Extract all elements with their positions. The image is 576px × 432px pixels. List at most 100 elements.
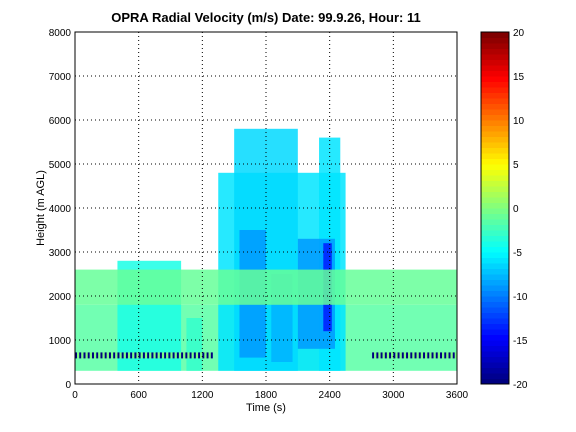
x-tick-label: 3000 — [382, 390, 405, 401]
colorbar-swatch — [481, 378, 509, 385]
speckle-mark — [384, 352, 387, 359]
speckle-mark — [444, 352, 447, 359]
colorbar-tick-label: 15 — [513, 72, 525, 83]
x-tick-label: 2400 — [319, 390, 342, 401]
speckle-mark — [420, 352, 423, 359]
speckle-mark — [191, 352, 194, 359]
speckle-mark — [119, 352, 122, 359]
colorbar-tick-label: 20 — [513, 28, 525, 39]
speckle-mark — [427, 352, 430, 359]
colorbar-swatch — [481, 98, 509, 104]
speckle-mark — [111, 352, 114, 359]
speckle-mark — [113, 352, 116, 359]
y-tick-label: 5000 — [49, 160, 72, 171]
colorbar-tick-label: -10 — [513, 292, 528, 303]
speckle-mark — [195, 352, 198, 359]
colorbar-swatch — [481, 142, 509, 148]
speckle-mark — [202, 352, 205, 359]
y-tick-label: 1000 — [49, 336, 72, 347]
colorbar-swatch — [481, 356, 509, 363]
colorbar-swatch — [481, 114, 509, 121]
speckle-mark — [374, 352, 377, 359]
grid-layer — [75, 32, 457, 384]
speckle-mark — [454, 352, 457, 359]
speckle-mark — [168, 352, 171, 359]
colorbar-swatch — [481, 76, 509, 82]
speckle-mark — [75, 352, 77, 359]
speckle-mark — [433, 352, 436, 359]
colorbar-swatch — [481, 290, 509, 297]
speckle-mark — [431, 352, 434, 359]
speckle-mark — [145, 352, 148, 359]
speckle-mark — [174, 352, 177, 359]
speckle-mark — [206, 352, 209, 359]
colorbar-swatch — [481, 367, 509, 374]
speckle-mark — [187, 352, 190, 359]
colorbar-swatch — [481, 109, 509, 115]
speckle-mark — [155, 352, 158, 359]
colorbar-swatch — [481, 318, 509, 324]
speckle-mark — [397, 352, 400, 359]
speckle-mark — [125, 352, 128, 359]
colorbar-axis: 20 15 10 5 0 -5 -10 -15 -20 — [513, 28, 528, 391]
speckle-mark — [450, 352, 453, 359]
plot-frame — [74, 31, 458, 385]
speckle-mark — [164, 352, 167, 359]
colorbar-swatch — [481, 296, 509, 302]
speckle-mark — [380, 352, 383, 359]
speckle-mark — [414, 352, 417, 359]
speckle-mark — [372, 352, 375, 359]
heatmap-region — [75, 269, 457, 305]
speckle-mark — [108, 352, 111, 359]
speckle-mark — [418, 352, 421, 359]
speckle-mark — [183, 352, 186, 359]
speckle-mark — [83, 352, 86, 359]
speckle-mark — [437, 352, 440, 359]
speckle-mark — [391, 352, 394, 359]
speckle-mark — [423, 352, 426, 359]
speckle-mark — [429, 352, 432, 359]
colorbar-swatch — [481, 263, 509, 269]
colorbar-swatch — [481, 48, 509, 55]
colorbar-swatch — [481, 153, 509, 159]
speckle-mark — [386, 352, 389, 359]
speckle-mark — [91, 352, 94, 359]
speckle-mark — [149, 352, 152, 359]
colorbar-tick-label: -20 — [513, 380, 528, 391]
colorbar-swatch — [481, 246, 509, 253]
colorbar-swatch — [481, 351, 509, 357]
colorbar-tick-label: -5 — [513, 248, 522, 259]
y-tick-label: 0 — [65, 380, 71, 391]
speckle-mark — [140, 352, 143, 359]
speckle-mark — [178, 352, 181, 359]
colorbar-swatch — [481, 219, 509, 225]
colorbar-swatch — [481, 147, 509, 154]
x-tick-label: 1800 — [255, 390, 278, 401]
colorbar-swatch — [481, 252, 509, 258]
speckle-mark — [89, 352, 92, 359]
speckle-mark — [448, 352, 451, 359]
speckle-mark — [452, 352, 455, 359]
speckle-mark — [96, 352, 99, 359]
speckle-mark — [94, 352, 97, 359]
y-axis: 0 1000 2000 3000 4000 5000 6000 7000 8000 — [49, 28, 72, 391]
speckle-mark — [425, 352, 428, 359]
colorbar-swatch — [481, 340, 509, 346]
colorbar-swatch — [481, 202, 509, 209]
speckle-mark — [416, 352, 419, 359]
speckle-mark — [117, 352, 120, 359]
speckle-mark — [136, 352, 139, 359]
colorbar-swatch — [481, 87, 509, 93]
colorbar-swatch — [481, 329, 509, 335]
colorbar-swatch — [481, 268, 509, 275]
colorbar — [480, 31, 510, 385]
speckle-mark — [100, 352, 103, 359]
speckle-mark — [130, 352, 133, 359]
plot-area — [75, 128, 457, 371]
speckle-mark — [204, 352, 207, 359]
speckle-mark — [115, 352, 118, 359]
colorbar-swatch — [481, 323, 509, 330]
speckle-mark — [162, 352, 165, 359]
speckle-mark — [412, 352, 415, 359]
